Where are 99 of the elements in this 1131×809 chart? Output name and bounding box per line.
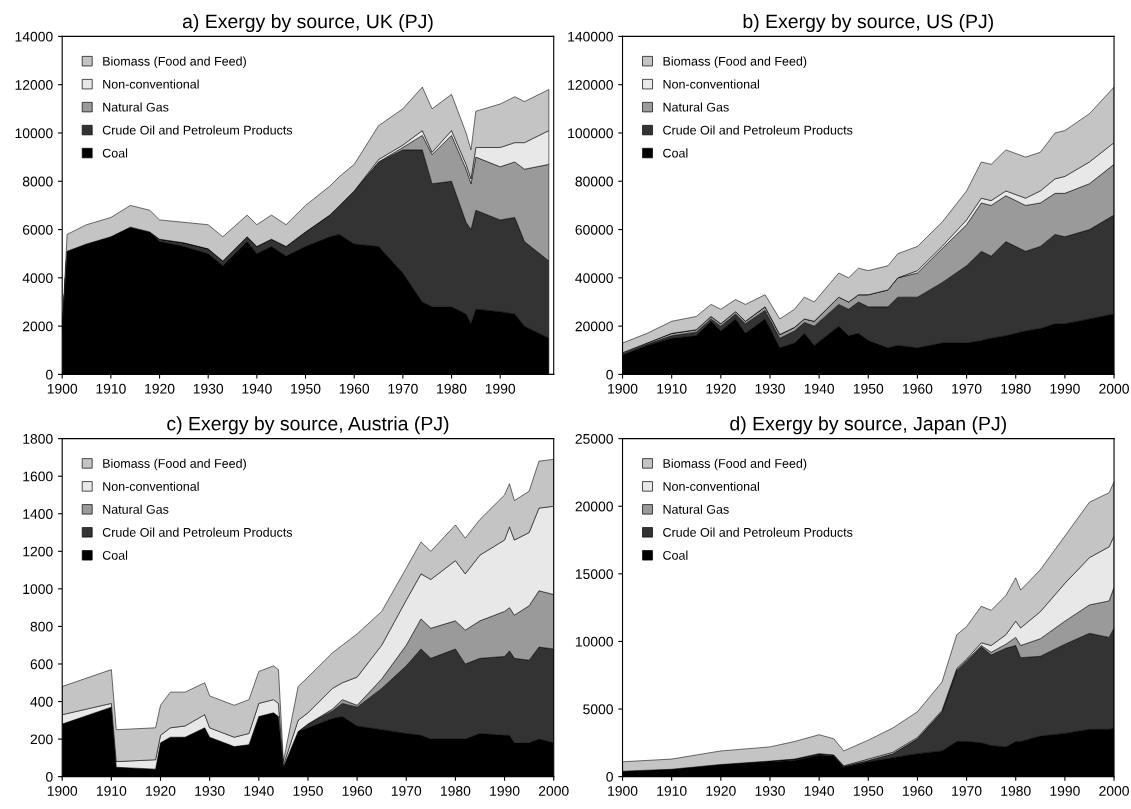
x-tick-label: 1990 <box>1050 383 1080 394</box>
legend-label: Non-conventional <box>663 79 759 89</box>
x-tick-label: 1980 <box>441 786 471 796</box>
y-tick-label: 14000 <box>15 31 53 42</box>
x-tick-label: 1940 <box>242 383 272 394</box>
y-tick-label: 80000 <box>575 176 613 187</box>
x-tick-label: 1920 <box>146 786 176 796</box>
y-tick-label: 140000 <box>568 31 613 42</box>
x-tick-label: 1940 <box>804 786 835 796</box>
y-tick-label: 4000 <box>22 273 53 284</box>
x-tick-label: 2000 <box>538 786 569 796</box>
y-tick-label: 12000 <box>15 80 53 90</box>
y-tick-label: 25000 <box>575 433 613 444</box>
legend-label: Non-conventional <box>663 481 759 491</box>
legend-label: Coal <box>663 148 688 158</box>
y-tick-label: 0 <box>46 771 53 782</box>
y-tick-label: 10000 <box>15 128 53 139</box>
legend-label: Natural Gas <box>103 102 169 112</box>
x-tick-label: 1950 <box>291 383 321 394</box>
x-tick-label: 1990 <box>490 786 520 796</box>
y-tick-label: 0 <box>606 369 613 380</box>
x-tick-label: 2000 <box>1099 786 1129 796</box>
y-tick-label: 1000 <box>23 584 53 595</box>
legend-label: Natural Gas <box>663 504 729 514</box>
x-tick-label: 1980 <box>1001 383 1031 394</box>
x-tick-label: 1900 <box>47 383 78 394</box>
y-tick-label: 40000 <box>575 273 613 284</box>
legend-label: Natural Gas <box>103 504 169 514</box>
y-tick-label: 15000 <box>575 569 613 580</box>
y-tick-label: 600 <box>30 659 53 670</box>
x-tick-label: 1970 <box>952 383 982 394</box>
y-tick-label: 60000 <box>575 224 613 235</box>
y-tick-label: 0 <box>606 771 613 782</box>
legend-label: Biomass (Food and Feed) <box>103 56 246 69</box>
legend-label: Crude Oil and Petroleum Products <box>663 125 853 135</box>
x-tick-label: 1910 <box>96 383 126 394</box>
y-tick-label: 6000 <box>22 224 53 235</box>
x-tick-label: 1980 <box>437 383 467 394</box>
chart-title: d) Exergy by source, Japan (PJ) <box>730 416 1006 435</box>
x-tick-label: 1900 <box>608 383 638 394</box>
y-tick-label: 1800 <box>23 433 53 444</box>
x-tick-label: 1950 <box>853 383 884 394</box>
x-tick-label: 1990 <box>1050 786 1080 796</box>
x-tick-label: 1970 <box>388 383 418 394</box>
x-tick-label: 1910 <box>96 786 127 796</box>
x-tick-label: 1940 <box>244 786 274 796</box>
legend-label: Non-conventional <box>103 481 199 491</box>
x-tick-label: 1970 <box>952 786 982 796</box>
legend-label: Natural Gas <box>663 102 729 112</box>
chart-title: c) Exergy by source, Austria (PJ) <box>167 416 449 435</box>
legend-label: Crude Oil and Petroleum Products <box>102 527 293 537</box>
x-tick-label: 1950 <box>853 786 884 796</box>
x-tick-label: 1980 <box>1001 786 1031 796</box>
chart-title: a) Exergy by source, UK (PJ) <box>182 13 433 33</box>
y-tick-label: 20000 <box>575 321 613 332</box>
x-tick-label: 1910 <box>657 383 687 394</box>
y-tick-label: 5000 <box>583 704 613 715</box>
legend-label: Crude Oil and Petroleum Products <box>102 125 293 135</box>
x-tick-label: 1910 <box>657 786 687 796</box>
x-tick-label: 1960 <box>903 383 933 394</box>
y-tick-label: 100000 <box>568 128 613 139</box>
y-tick-label: 0 <box>46 369 53 380</box>
legend-label: Biomass (Food and Feed) <box>663 56 807 69</box>
x-tick-label: 1970 <box>391 786 422 796</box>
y-tick-label: 8000 <box>22 176 53 187</box>
x-tick-label: 1930 <box>755 383 785 394</box>
y-tick-label: 1400 <box>23 509 53 519</box>
legend-label: Biomass (Food and Feed) <box>663 458 807 471</box>
x-tick-label: 1920 <box>706 786 736 796</box>
y-tick-label: 20000 <box>575 501 613 512</box>
x-tick-label: 1900 <box>47 786 78 796</box>
x-tick-label: 1960 <box>342 786 373 796</box>
x-tick-label: 1930 <box>195 786 225 796</box>
x-tick-label: 1900 <box>608 786 638 796</box>
y-tick-label: 800 <box>30 621 53 632</box>
x-tick-label: 1960 <box>339 383 370 394</box>
x-tick-label: 1930 <box>193 383 224 394</box>
y-tick-label: 400 <box>30 696 53 707</box>
y-tick-label: 1200 <box>23 546 53 557</box>
x-tick-label: 1960 <box>903 786 933 796</box>
x-tick-label: 1940 <box>804 383 835 394</box>
x-tick-label: 1920 <box>706 383 736 394</box>
legend-label: Coal <box>663 550 688 560</box>
x-tick-label: 1950 <box>293 786 323 796</box>
chart-title: b) Exergy by source, US (PJ) <box>743 13 993 33</box>
legend-label: Coal <box>102 550 128 560</box>
x-tick-label: 1930 <box>755 786 785 796</box>
x-tick-label: 1920 <box>145 383 175 394</box>
x-tick-label: 1990 <box>485 383 516 394</box>
legend-label: Biomass (Food and Feed) <box>103 458 246 471</box>
legend-label: Crude Oil and Petroleum Products <box>663 527 853 537</box>
y-tick-label: 200 <box>30 734 53 745</box>
y-tick-label: 120000 <box>568 80 613 90</box>
y-tick-label: 1600 <box>23 471 53 482</box>
y-tick-label: 10000 <box>575 636 613 647</box>
legend-label: Coal <box>102 148 128 158</box>
x-tick-label: 2000 <box>1099 383 1129 394</box>
y-tick-label: 2000 <box>22 321 53 332</box>
legend-label: Non-conventional <box>103 79 199 89</box>
